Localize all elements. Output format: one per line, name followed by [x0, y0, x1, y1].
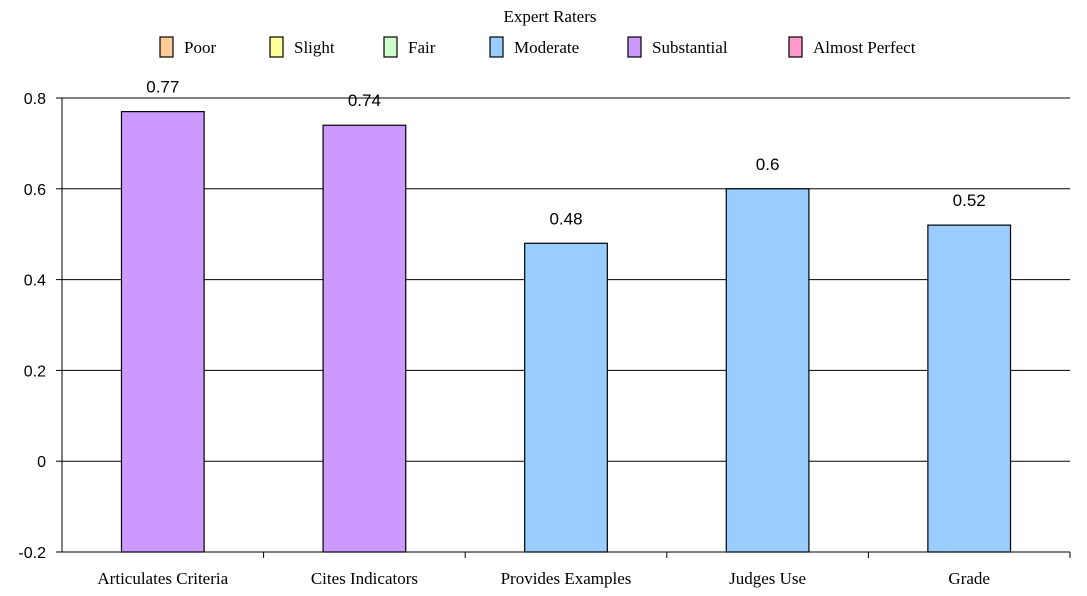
bar-grade — [927, 224, 1012, 553]
x-tick-label-cites-indicators: Cites Indicators — [311, 569, 418, 588]
data-label-provides-examples: 0.48 — [549, 209, 582, 228]
legend-label-almost-perfect: Almost Perfect — [813, 38, 916, 57]
y-tick-label: -0.2 — [18, 545, 46, 562]
legend-swatch-almost-perfect — [788, 36, 803, 58]
legend-label-fair: Fair — [408, 38, 436, 57]
bar-articulates-criteria — [120, 111, 205, 553]
legend-label-moderate: Moderate — [514, 38, 579, 57]
x-tick-label-judges-use: Judges Use — [729, 569, 806, 588]
data-label-grade: 0.52 — [953, 191, 986, 210]
legend-title: Expert Raters — [504, 7, 597, 26]
data-label-judges-use: 0.6 — [756, 155, 780, 174]
y-tick-label: 0 — [37, 454, 46, 471]
y-tick-label: 0.6 — [24, 182, 46, 199]
legend-swatch-slight — [269, 36, 284, 58]
bar-cites-indicators — [322, 124, 407, 553]
legend-label-poor: Poor — [184, 38, 216, 57]
legend-swatch-poor — [159, 36, 174, 58]
y-tick-label: 0.2 — [24, 363, 46, 380]
y-tick-label: 0.4 — [24, 273, 46, 290]
legend-swatch-substantial — [627, 36, 642, 58]
plot-area: -0.2 0 0.2 0.4 0.6 0.8 Articulates Criteria Ci… — [18, 78, 1071, 588]
x-tick-label-grade: Grade — [948, 569, 990, 588]
bar-judges-use — [725, 188, 810, 553]
data-label-cites-indicators: 0.74 — [348, 91, 381, 110]
x-tick-label-articulates-criteria: Articulates Criteria — [97, 569, 228, 588]
legend-label-substantial: Substantial — [652, 38, 728, 57]
bar-provides-examples — [524, 242, 608, 553]
x-tick-label-provides-examples: Provides Examples — [501, 569, 632, 588]
y-tick-label: 0.8 — [24, 91, 46, 108]
data-label-articulates-criteria: 0.77 — [146, 78, 179, 97]
legend-swatch-moderate — [489, 36, 504, 58]
legend-label-slight: Slight — [294, 38, 335, 57]
legend: Expert Raters Poor Slight Fair Moderate Subs… — [159, 7, 916, 58]
legend-swatch-fair — [383, 36, 398, 58]
